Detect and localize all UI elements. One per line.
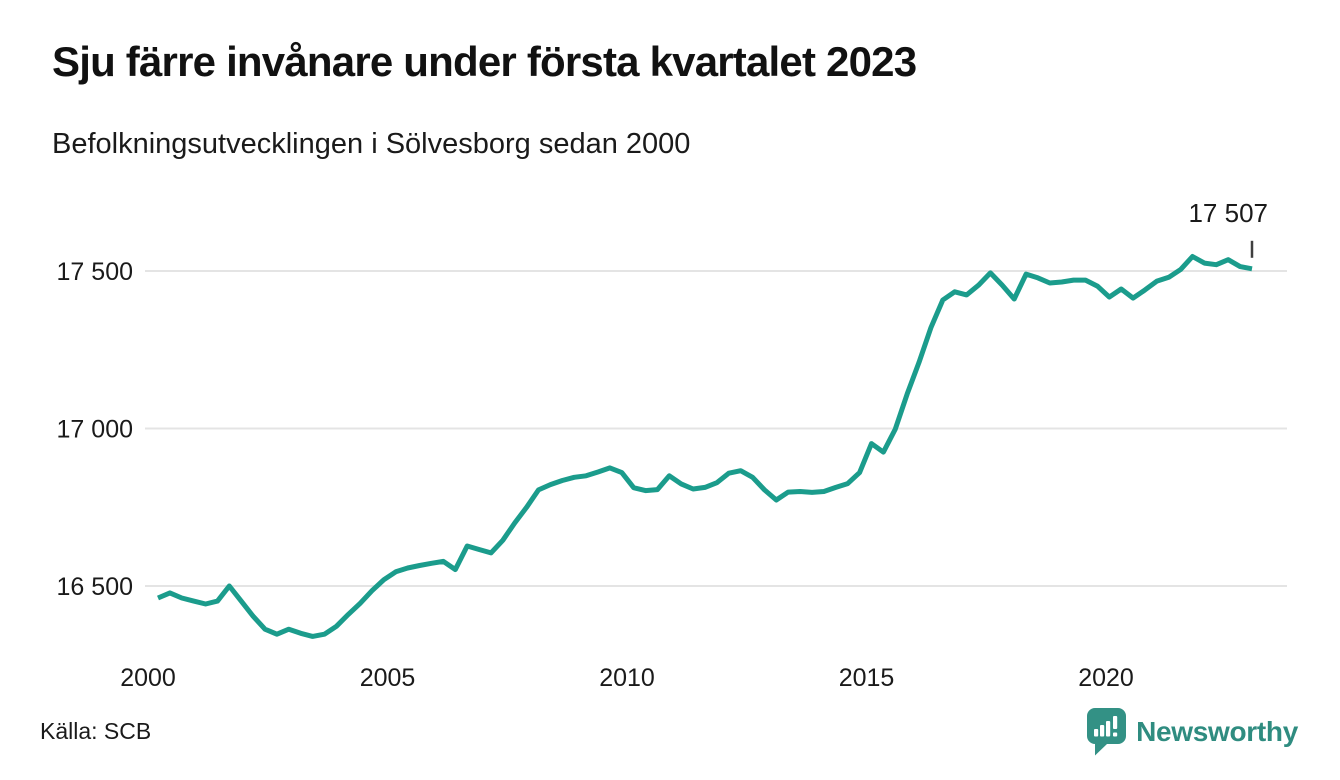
population-line [157,254,1253,639]
source-label: Källa: SCB [40,718,152,744]
exclamation-dot [1113,732,1118,737]
y-tick-label: 17 500 [57,258,133,286]
y-tick-label: 17 000 [57,416,133,444]
newsworthy-logo: Newsworthy [1086,708,1298,756]
y-tick-label: 16 500 [57,573,133,601]
x-tick-label: 2015 [839,664,895,692]
page-subtitle: Befolkningsutvecklingen i Sölvesborg sed… [52,128,691,160]
x-tick-label: 2020 [1078,664,1134,692]
newsworthy-logo-text: Newsworthy [1136,716,1298,747]
x-tick-label: 2000 [120,664,176,692]
newsworthy-bubble-chart-icon [1087,708,1127,756]
exclamation-bar [1113,716,1118,729]
x-tick-label: 2005 [360,664,416,692]
x-tick-label: 2010 [599,664,655,692]
page-title: Sju färre invånare under första kvartale… [52,38,917,85]
bar-chart-glyph [1094,716,1118,737]
last-value-annotation: 17 507 [1188,198,1268,228]
